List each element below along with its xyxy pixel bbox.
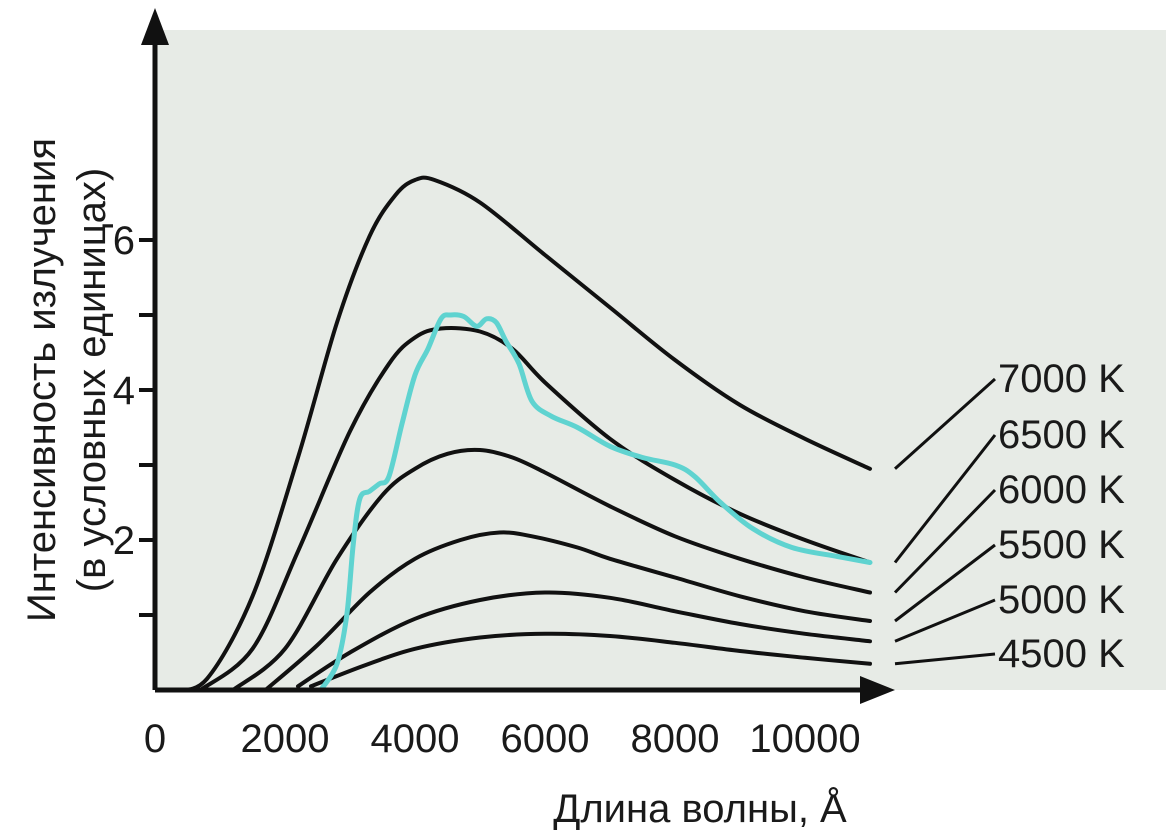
y-tick-label: 2 (113, 519, 135, 563)
x-tick-label: 4000 (371, 717, 460, 761)
y-tick-label: 4 (113, 369, 135, 413)
series-labels: 7000 K 6500 K 6000 K 5500 K 5000 K 4500 K (893, 357, 1125, 676)
series-lines (172, 175, 873, 693)
series-leader-line (893, 488, 997, 594)
series-label: 6000 K (998, 468, 1125, 512)
series-label: 7000 K (998, 357, 1125, 401)
series-label: 4500 K (998, 632, 1125, 676)
y-axis-title-line-1: Интенсивность излучения (20, 138, 64, 622)
series-label: 5000 K (998, 578, 1125, 622)
series-leader-line (894, 652, 996, 666)
series-line-5000-k (296, 590, 872, 689)
y-axis-title-line-2: (в условных единицах) (70, 168, 114, 592)
series-leader-line (893, 434, 997, 564)
series-label: 6500 K (998, 413, 1125, 457)
spectrum-line (318, 312, 873, 693)
series-line-6000-k (231, 447, 872, 692)
series-line-5500-k (263, 530, 872, 692)
series-leader-line (894, 543, 996, 623)
y-axis-arrow (141, 8, 169, 45)
x-tick-label: 8000 (631, 717, 720, 761)
y-tick-label: 6 (113, 219, 135, 263)
x-tick-label: 2000 (241, 717, 330, 761)
x-axis-arrow (860, 676, 895, 704)
axes (141, 8, 895, 704)
series-label: 5500 K (998, 523, 1125, 567)
ticks: 0 2000 4000 6000 8000 10000 2 4 6 (113, 219, 861, 761)
series-line-7000-k (172, 175, 872, 692)
series-leader-line (894, 598, 996, 643)
series-line-4500-k (309, 631, 872, 689)
x-tick-label: 10000 (749, 717, 860, 761)
x-tick-label: 6000 (501, 717, 590, 761)
x-axis-title: Длина волны, Å (553, 786, 847, 831)
series-leader-line (893, 377, 997, 470)
x-tick-label: 0 (144, 717, 166, 761)
